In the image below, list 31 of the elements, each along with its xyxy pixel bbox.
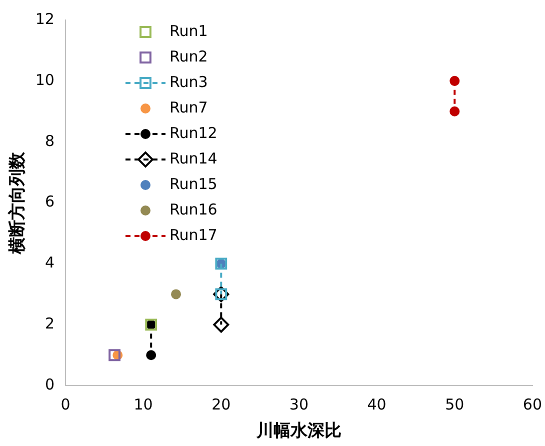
point <box>171 289 182 300</box>
legend-label: Run2 <box>169 47 208 66</box>
legend-label: Run15 <box>169 174 218 193</box>
point <box>108 349 120 362</box>
y-tick-label: 2 <box>44 314 54 333</box>
x-tick-label: 20 <box>212 395 231 414</box>
legend-label: Run7 <box>169 98 208 116</box>
y-tick-label: 6 <box>44 192 54 211</box>
legend-label: Run14 <box>169 149 218 168</box>
y-tick-label: 12 <box>35 10 54 28</box>
y-tick-label: 0 <box>44 375 54 394</box>
legend-label: Run12 <box>169 124 218 142</box>
legend-label: Run3 <box>169 72 208 91</box>
x-tick-label: 50 <box>445 395 464 414</box>
point <box>450 76 460 86</box>
x-tick-label: 40 <box>367 395 386 414</box>
y-axis-title: 横断方向列数 <box>8 150 28 255</box>
point <box>450 106 460 116</box>
legend-label: Run17 <box>169 226 218 244</box>
legend-label: Run16 <box>169 200 218 218</box>
x-tick-label: 60 <box>522 395 542 414</box>
y-tick-label: 8 <box>44 132 54 150</box>
point <box>146 350 156 360</box>
x-axis-title: 川幅水深比 <box>255 421 342 442</box>
x-tick-label: 10 <box>134 395 153 414</box>
legend-label: Run1 <box>169 22 208 40</box>
x-tick-label: 0 <box>60 395 70 414</box>
y-tick-label: 10 <box>35 70 54 89</box>
point <box>213 316 230 333</box>
y-tick-label: 4 <box>44 254 54 272</box>
x-tick-label: 30 <box>289 395 309 414</box>
